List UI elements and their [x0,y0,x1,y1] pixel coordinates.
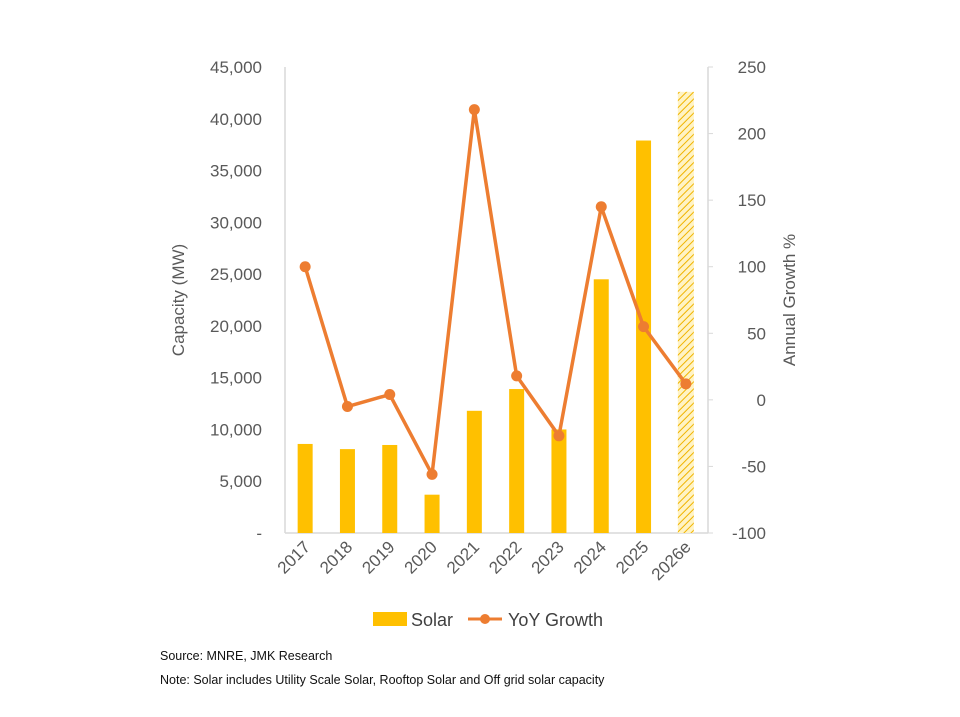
y-tick-label: 40,000 [210,110,262,129]
y-tick-label: 35,000 [210,162,262,181]
y-tick-label: 45,000 [210,58,262,77]
bar-2017 [297,443,313,533]
legend-yoy-marker [480,614,490,624]
legend-yoy-label: YoY Growth [508,610,603,630]
y2-tick-label: -100 [732,524,766,543]
legend-solar-swatch [373,612,407,626]
yoy-point-2023 [553,430,565,442]
x-tick-label: 2023 [528,537,568,577]
bar-2023 [551,429,567,533]
y2-tick-label: 150 [738,191,766,210]
y-tick-label: 10,000 [210,420,262,439]
bar-2019 [382,444,398,533]
y-tick-label: 15,000 [210,369,262,388]
legend: Solar YoY Growth [373,610,603,630]
bar-2025 [636,140,652,533]
yoy-point-2017 [299,261,311,273]
y2-tick-label: 0 [757,391,766,410]
y-tick-label: 30,000 [210,213,262,232]
x-tick-label: 2020 [401,537,441,577]
y-tick-label: 5,000 [219,472,262,491]
x-tick-label: 2018 [316,537,356,577]
x-tick-label: 2022 [485,537,525,577]
x-tick-label: 2024 [570,537,610,577]
bar-2022 [509,389,525,533]
y2-axis-title: Annual Growth % [780,234,799,366]
y2-tick-label: 200 [738,125,766,144]
bar-2020 [424,494,440,533]
yoy-point-2018 [341,401,353,413]
x-tick-label: 2025 [612,537,652,577]
footnote: Note: Solar includes Utility Scale Solar… [160,673,605,687]
yoy-point-2020 [426,468,438,480]
y-axis-title: Capacity (MW) [169,244,188,356]
x-tick-label: 2026e [648,537,695,584]
yoy-point-2025 [638,321,650,333]
y2-tick-label: 100 [738,258,766,277]
yoy-point-2019 [384,389,396,401]
yoy-point-2021 [468,104,480,116]
x-tick-label: 2019 [358,537,398,577]
yoy-point-2022 [511,370,523,382]
bar-2021 [466,410,482,533]
bar-2024 [593,279,609,533]
y-tick-label: 20,000 [210,317,262,336]
source-note: Source: MNRE, JMK Research [160,649,333,663]
y2-tick-label: 250 [738,58,766,77]
x-tick-label: 2017 [274,537,314,577]
y2-tick-label: -50 [741,457,766,476]
bar-2018 [339,449,355,533]
x-tick-label: 2021 [443,537,483,577]
y-tick-label: - [256,524,262,543]
bar-2026e [677,91,694,533]
yoy-point-2024 [595,201,607,213]
yoy-point-2026e [680,378,692,390]
yoy-growth-line [303,107,688,477]
legend-solar-label: Solar [411,610,453,630]
y2-tick-label: 50 [747,324,766,343]
y-tick-label: 25,000 [210,265,262,284]
